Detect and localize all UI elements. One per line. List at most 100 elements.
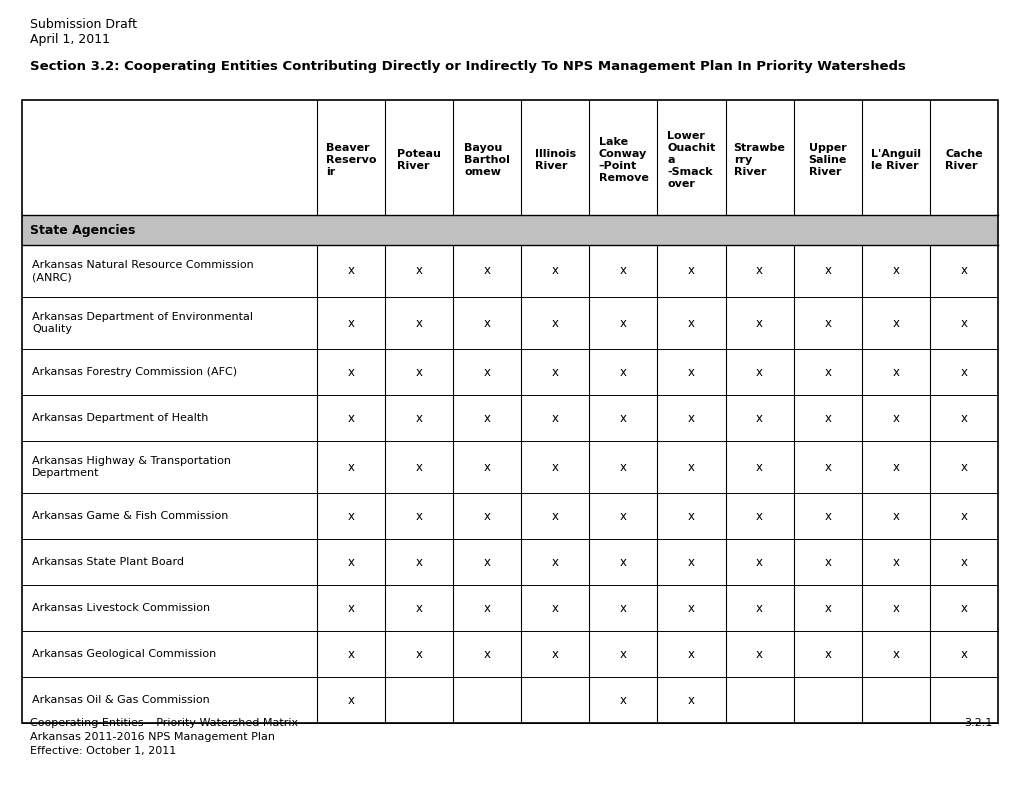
Text: x: x xyxy=(688,265,694,277)
Text: x: x xyxy=(960,460,966,474)
Text: x: x xyxy=(416,411,422,425)
Text: x: x xyxy=(483,601,490,615)
Text: x: x xyxy=(620,460,627,474)
Text: x: x xyxy=(823,366,830,378)
Text: Arkansas Game & Fish Commission: Arkansas Game & Fish Commission xyxy=(32,511,228,521)
Text: 3.2.1: 3.2.1 xyxy=(964,718,993,728)
Text: x: x xyxy=(551,265,558,277)
Text: x: x xyxy=(892,317,899,329)
Text: x: x xyxy=(755,648,762,660)
Text: x: x xyxy=(483,510,490,522)
Text: Illinois
River: Illinois River xyxy=(534,149,576,171)
Text: x: x xyxy=(347,648,355,660)
Text: x: x xyxy=(755,265,762,277)
Text: x: x xyxy=(347,411,355,425)
Text: Cache
River: Cache River xyxy=(945,149,981,171)
Text: x: x xyxy=(551,460,558,474)
Text: x: x xyxy=(823,411,830,425)
Text: x: x xyxy=(620,510,627,522)
Text: x: x xyxy=(892,460,899,474)
Text: x: x xyxy=(755,556,762,568)
Text: x: x xyxy=(892,265,899,277)
Text: x: x xyxy=(688,601,694,615)
Text: Arkansas Department of Environmental
Quality: Arkansas Department of Environmental Qua… xyxy=(32,312,253,334)
Text: Arkansas Department of Health: Arkansas Department of Health xyxy=(32,413,208,423)
Text: x: x xyxy=(416,556,422,568)
Text: x: x xyxy=(620,648,627,660)
Text: x: x xyxy=(960,317,966,329)
Text: Poteau
River: Poteau River xyxy=(396,149,440,171)
Text: x: x xyxy=(688,510,694,522)
Text: x: x xyxy=(620,601,627,615)
Text: x: x xyxy=(347,366,355,378)
Text: x: x xyxy=(620,693,627,707)
Text: x: x xyxy=(823,265,830,277)
Text: x: x xyxy=(620,317,627,329)
Text: x: x xyxy=(483,460,490,474)
Text: x: x xyxy=(551,510,558,522)
Text: x: x xyxy=(823,556,830,568)
Text: x: x xyxy=(892,601,899,615)
Text: x: x xyxy=(347,601,355,615)
Text: April 1, 2011: April 1, 2011 xyxy=(30,33,110,46)
Text: x: x xyxy=(483,366,490,378)
Text: x: x xyxy=(892,556,899,568)
Text: Arkansas 2011-2016 NPS Management Plan: Arkansas 2011-2016 NPS Management Plan xyxy=(30,732,275,742)
Text: x: x xyxy=(551,366,558,378)
Text: x: x xyxy=(483,317,490,329)
Text: Arkansas Forestry Commission (AFC): Arkansas Forestry Commission (AFC) xyxy=(32,367,236,377)
Text: x: x xyxy=(755,510,762,522)
Text: Lake
Conway
–Point
Remove: Lake Conway –Point Remove xyxy=(598,137,648,183)
Text: Upper
Saline
River: Upper Saline River xyxy=(808,143,846,177)
Text: Bayou
Barthol
omew: Bayou Barthol omew xyxy=(464,143,510,177)
Text: x: x xyxy=(688,648,694,660)
Text: x: x xyxy=(960,601,966,615)
Text: x: x xyxy=(755,460,762,474)
Text: x: x xyxy=(620,411,627,425)
Text: x: x xyxy=(755,411,762,425)
Text: x: x xyxy=(416,460,422,474)
Text: Arkansas Natural Resource Commission
(ANRC): Arkansas Natural Resource Commission (AN… xyxy=(32,260,254,282)
Text: Submission Draft: Submission Draft xyxy=(30,18,137,31)
Text: x: x xyxy=(416,265,422,277)
Text: x: x xyxy=(755,366,762,378)
Text: x: x xyxy=(823,648,830,660)
Text: Section 3.2: Cooperating Entities Contributing Directly or Indirectly To NPS Man: Section 3.2: Cooperating Entities Contri… xyxy=(30,60,905,73)
Text: x: x xyxy=(892,510,899,522)
Text: Arkansas Livestock Commission: Arkansas Livestock Commission xyxy=(32,603,210,613)
Text: x: x xyxy=(960,411,966,425)
Text: x: x xyxy=(892,366,899,378)
Bar xyxy=(22,215,997,245)
Text: x: x xyxy=(755,601,762,615)
Text: x: x xyxy=(688,366,694,378)
Text: x: x xyxy=(960,556,966,568)
Text: State Agencies: State Agencies xyxy=(30,224,136,236)
Text: x: x xyxy=(347,317,355,329)
Text: Beaver
Reservo
ir: Beaver Reservo ir xyxy=(325,143,376,177)
Text: x: x xyxy=(755,317,762,329)
Text: x: x xyxy=(416,366,422,378)
Text: x: x xyxy=(551,556,558,568)
Text: x: x xyxy=(416,317,422,329)
Text: Strawbe
rry
River: Strawbe rry River xyxy=(733,143,785,177)
Text: Arkansas State Plant Board: Arkansas State Plant Board xyxy=(32,557,183,567)
Text: x: x xyxy=(347,556,355,568)
Text: Arkansas Highway & Transportation
Department: Arkansas Highway & Transportation Depart… xyxy=(32,456,230,478)
Text: x: x xyxy=(960,510,966,522)
Text: x: x xyxy=(892,411,899,425)
Text: x: x xyxy=(688,460,694,474)
Text: x: x xyxy=(483,648,490,660)
Text: x: x xyxy=(347,460,355,474)
Text: x: x xyxy=(960,366,966,378)
Text: x: x xyxy=(892,648,899,660)
Text: x: x xyxy=(347,693,355,707)
Text: Arkansas Geological Commission: Arkansas Geological Commission xyxy=(32,649,216,659)
Text: x: x xyxy=(416,648,422,660)
Text: x: x xyxy=(347,510,355,522)
Text: x: x xyxy=(688,317,694,329)
Text: x: x xyxy=(620,265,627,277)
Text: x: x xyxy=(960,265,966,277)
Text: x: x xyxy=(823,317,830,329)
Text: x: x xyxy=(551,648,558,660)
Text: Arkansas Oil & Gas Commission: Arkansas Oil & Gas Commission xyxy=(32,695,210,705)
